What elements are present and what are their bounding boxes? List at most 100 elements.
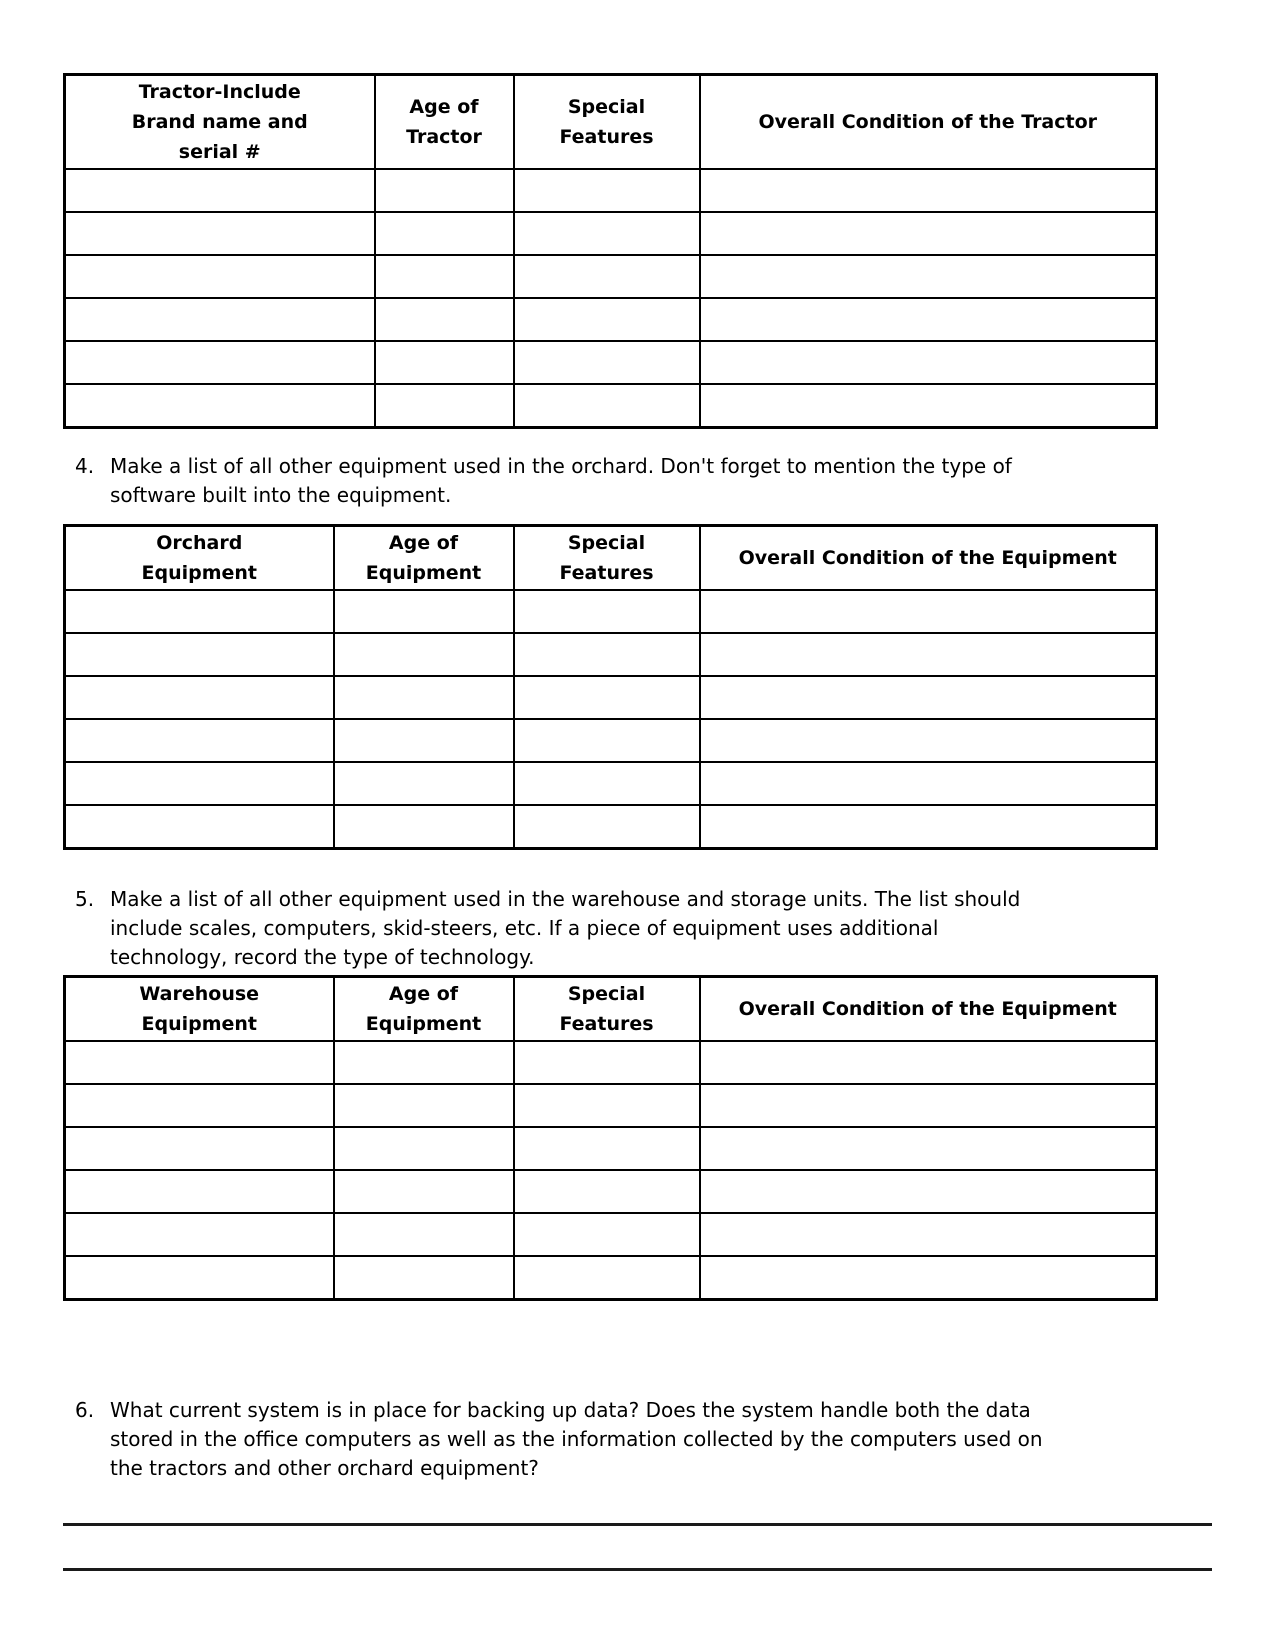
tractor-empty-cell (512, 211, 701, 256)
orchard-empty-cell (63, 589, 335, 634)
warehouse-empty-cell (63, 1126, 335, 1171)
tractor-empty-cell (373, 168, 515, 213)
warehouse-equipment-table: Warehouse Equipment Age of Equipment Speci… (63, 975, 1158, 1301)
warehouse-empty-cell (512, 1040, 701, 1085)
tractor-empty-cell (698, 297, 1158, 342)
tractor-empty-cell (63, 297, 376, 342)
warehouse-empty-row (63, 1040, 1158, 1085)
tractor-empty-cell (512, 254, 701, 299)
warehouse-empty-cell (63, 1212, 335, 1257)
tractor-empty-cell (63, 168, 376, 213)
orchard-empty-row (63, 718, 1158, 763)
orchard-empty-row (63, 675, 1158, 720)
tractor-empty-row (63, 254, 1158, 299)
tractor-empty-cell (698, 383, 1158, 428)
warehouse-empty-row (63, 1126, 1158, 1171)
orchard-column-header-3: Special Features (512, 524, 701, 591)
orchard-empty-cell (332, 804, 515, 849)
orchard-header-row: Orchard Equipment Age of Equipment Special… (63, 524, 1158, 591)
question-5: 5. Make a list of all other equipment us… (75, 885, 1020, 972)
answer-line-2 (63, 1568, 1212, 1571)
tractor-empty-cell (512, 383, 701, 428)
warehouse-empty-cell (698, 1169, 1158, 1214)
tractor-empty-row (63, 383, 1158, 428)
warehouse-empty-cell (512, 1083, 701, 1128)
question-6-number: 6. (75, 1398, 95, 1422)
tractor-empty-cell (63, 254, 376, 299)
question-4: 4. Make a list of all other equipment us… (75, 452, 1012, 510)
answer-line-1 (63, 1523, 1212, 1526)
orchard-empty-cell (332, 761, 515, 806)
orchard-empty-cell (332, 675, 515, 720)
tractor-empty-cell (698, 340, 1158, 385)
warehouse-empty-cell (332, 1212, 515, 1257)
tractor-column-header-1: Tractor-Include Brand name and serial # (63, 73, 376, 170)
warehouse-column-header-4: Overall Condition of the Equipment (698, 975, 1158, 1042)
tractor-empty-cell (373, 383, 515, 428)
warehouse-empty-cell (698, 1040, 1158, 1085)
warehouse-empty-cell (63, 1083, 335, 1128)
warehouse-empty-row (63, 1169, 1158, 1214)
tractor-empty-cell (373, 254, 515, 299)
orchard-empty-cell (512, 589, 701, 634)
orchard-empty-cell (512, 718, 701, 763)
tractor-empty-cell (373, 211, 515, 256)
tractor-empty-row (63, 168, 1158, 213)
tractor-empty-cell (512, 168, 701, 213)
warehouse-empty-cell (512, 1212, 701, 1257)
orchard-empty-row (63, 761, 1158, 806)
orchard-empty-cell (332, 632, 515, 677)
orchard-empty-cell (63, 632, 335, 677)
warehouse-column-header-3: Special Features (512, 975, 701, 1042)
orchard-empty-row (63, 632, 1158, 677)
tractor-empty-cell (512, 340, 701, 385)
orchard-empty-cell (512, 632, 701, 677)
tractor-empty-cell (698, 254, 1158, 299)
tractor-empty-row (63, 211, 1158, 256)
orchard-empty-cell (63, 761, 335, 806)
tractor-empty-cell (698, 211, 1158, 256)
orchard-column-header-4: Overall Condition of the Equipment (698, 524, 1158, 591)
tractor-empty-row (63, 340, 1158, 385)
orchard-empty-cell (698, 589, 1158, 634)
orchard-empty-cell (698, 804, 1158, 849)
orchard-column-header-1: Orchard Equipment (63, 524, 335, 591)
orchard-column-header-2: Age of Equipment (332, 524, 515, 591)
tractor-empty-cell (373, 297, 515, 342)
warehouse-empty-cell (332, 1255, 515, 1300)
warehouse-empty-cell (698, 1126, 1158, 1171)
question-4-text: Make a list of all other equipment used … (110, 454, 1012, 507)
warehouse-header-row: Warehouse Equipment Age of Equipment Speci… (63, 975, 1158, 1042)
orchard-empty-cell (698, 718, 1158, 763)
warehouse-empty-cell (63, 1040, 335, 1085)
warehouse-column-header-1: Warehouse Equipment (63, 975, 335, 1042)
orchard-empty-cell (512, 761, 701, 806)
orchard-empty-cell (63, 675, 335, 720)
warehouse-empty-cell (332, 1040, 515, 1085)
orchard-empty-row (63, 589, 1158, 634)
warehouse-empty-row (63, 1212, 1158, 1257)
tractor-empty-cell (373, 340, 515, 385)
orchard-empty-cell (512, 675, 701, 720)
orchard-equipment-table: Orchard Equipment Age of Equipment Special… (63, 524, 1158, 850)
orchard-empty-cell (332, 718, 515, 763)
warehouse-empty-cell (698, 1212, 1158, 1257)
tractor-table: Tractor-Include Brand name and serial # A… (63, 73, 1158, 429)
tractor-empty-cell (698, 168, 1158, 213)
warehouse-empty-cell (512, 1169, 701, 1214)
warehouse-empty-cell (63, 1169, 335, 1214)
orchard-empty-row (63, 804, 1158, 849)
warehouse-empty-cell (332, 1126, 515, 1171)
tractor-column-header-2: Age of Tractor (373, 73, 515, 170)
orchard-empty-cell (63, 718, 335, 763)
question-4-number: 4. (75, 454, 95, 478)
tractor-column-header-4: Overall Condition of the Tractor (698, 73, 1158, 170)
tractor-empty-cell (512, 297, 701, 342)
warehouse-empty-cell (63, 1255, 335, 1300)
orchard-empty-cell (698, 761, 1158, 806)
warehouse-column-header-2: Age of Equipment (332, 975, 515, 1042)
orchard-empty-cell (698, 632, 1158, 677)
warehouse-empty-row (63, 1255, 1158, 1300)
warehouse-empty-cell (512, 1255, 701, 1300)
